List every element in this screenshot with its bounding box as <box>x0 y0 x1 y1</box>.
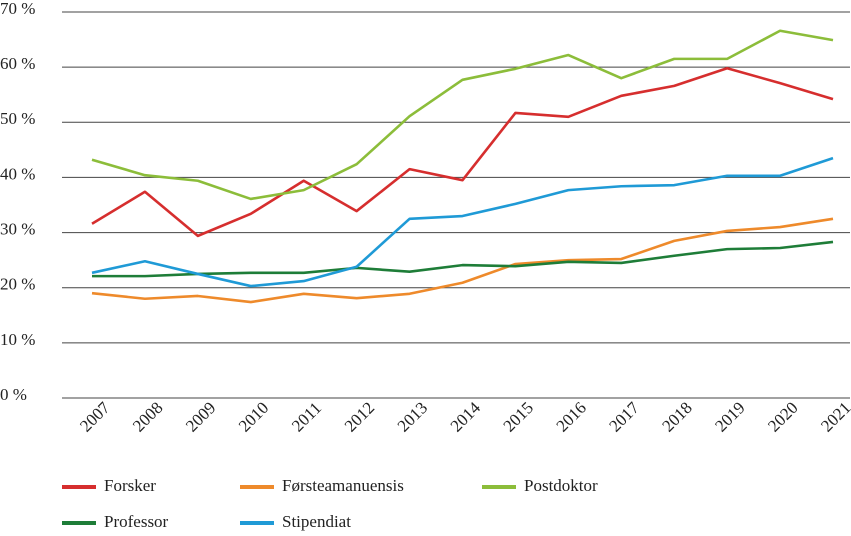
y-tick-label: 30 % <box>0 219 35 238</box>
series-line <box>92 240 834 278</box>
y-tick-label: 70 % <box>0 0 35 18</box>
x-tick-label: 2020 <box>764 398 801 435</box>
y-tick-label: 10 % <box>0 330 35 349</box>
series-line <box>91 217 834 304</box>
x-tick-label: 2009 <box>182 398 219 435</box>
x-tick-label: 2013 <box>394 398 431 435</box>
y-tick-label: 0 % <box>0 385 27 404</box>
x-tick-label: 2019 <box>711 398 748 435</box>
x-tick-label: 2017 <box>605 398 643 436</box>
x-tick-label: 2010 <box>235 398 272 435</box>
x-tick-label: 2011 <box>288 398 325 435</box>
legend-label: Førsteamanuensis <box>282 476 404 495</box>
x-tick-label: 2012 <box>341 398 378 435</box>
x-tick-label: 2016 <box>552 398 589 435</box>
series-line <box>91 156 834 288</box>
series-line <box>91 29 834 201</box>
y-tick-label: 40 % <box>0 164 35 183</box>
series-line <box>91 66 834 238</box>
x-tick-label: 2021 <box>817 398 851 435</box>
x-tick-label: 2007 <box>76 398 114 436</box>
x-tick-label: 2008 <box>129 398 166 435</box>
legend-label: Forsker <box>104 476 156 495</box>
legend-label: Postdoktor <box>524 476 598 495</box>
y-tick-label: 20 % <box>0 275 35 294</box>
x-tick-label: 2015 <box>500 398 537 435</box>
x-tick-label: 2018 <box>658 398 695 435</box>
y-tick-label: 60 % <box>0 54 35 73</box>
legend-label: Stipendiat <box>282 512 351 531</box>
y-tick-label: 50 % <box>0 109 35 128</box>
x-tick-label: 2014 <box>447 398 485 436</box>
legend-label: Professor <box>104 512 169 531</box>
